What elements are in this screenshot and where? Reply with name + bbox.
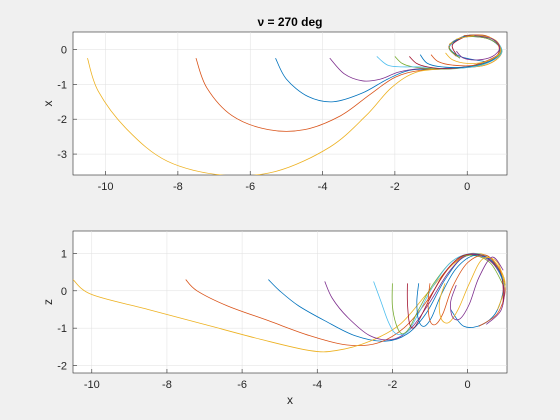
axes-bottom-xlabel: x (287, 393, 293, 407)
series-line-6 (373, 253, 506, 336)
x-tick-label: -8 (162, 379, 172, 391)
series-line-1 (268, 253, 505, 342)
series-line-10 (438, 257, 506, 324)
x-tick-label: -6 (245, 181, 255, 193)
y-tick-label: -1 (57, 79, 67, 91)
axes-bottom-ylabel: z (41, 299, 55, 305)
axes-bottom-ticks: -10 -8 -6 -4 -2 0-2-101 (57, 248, 470, 391)
y-tick-label: 1 (61, 248, 67, 260)
series-line-11 (450, 256, 504, 321)
y-tick-label: 0 (61, 44, 67, 56)
series-line-7 (409, 34, 501, 70)
axes-top-ylabel: x (41, 101, 55, 107)
x-tick-label: 0 (464, 181, 470, 193)
axes-bottom-series (73, 252, 506, 353)
x-tick-label: -2 (390, 181, 400, 193)
series-line-9 (427, 254, 502, 326)
axes-top-title: ν = 270 deg (257, 15, 322, 29)
axes-top-plot: -10 -8 -6 -4 -2 0-3-2-10 ν = 270 deg x (41, 15, 508, 193)
x-tick-label: -4 (312, 379, 322, 391)
y-tick-label: -2 (57, 114, 67, 126)
x-tick-label: -2 (388, 379, 398, 391)
axes-top-grid (73, 32, 507, 175)
x-tick-label: 0 (464, 379, 470, 391)
series-line-8 (416, 254, 506, 327)
y-tick-label: -1 (57, 323, 67, 335)
axes-top-series (87, 34, 503, 175)
x-tick-label: -4 (318, 181, 328, 193)
axes-bottom-plot: -10 -8 -6 -4 -2 0-2-101 x z (41, 230, 508, 407)
x-tick-label: -10 (98, 181, 114, 193)
y-tick-label: -3 (57, 149, 67, 161)
axes-top-background (72, 31, 508, 176)
x-tick-label: -6 (237, 379, 247, 391)
y-tick-label: 0 (61, 286, 67, 298)
series-line-11 (456, 35, 501, 61)
x-tick-label: -10 (84, 379, 100, 391)
axes-top-ticks: -10 -8 -6 -4 -2 0-3-2-10 (57, 44, 470, 193)
axes-bottom-background (72, 230, 508, 374)
series-line-10 (445, 35, 501, 64)
x-tick-label: -8 (173, 181, 183, 193)
y-tick-label: -2 (57, 361, 67, 373)
